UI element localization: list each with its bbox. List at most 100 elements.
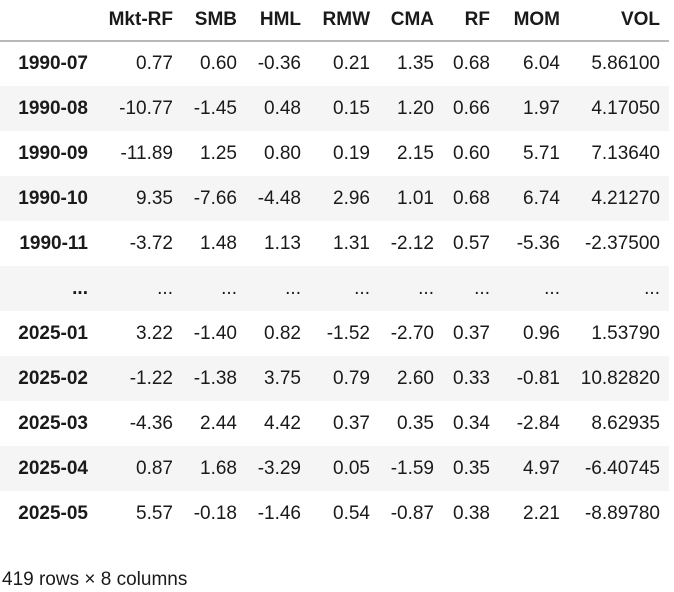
column-header: VOL (569, 0, 669, 42)
table-cell: 0.82 (264, 322, 301, 344)
table-cell: 0.77 (136, 53, 173, 74)
table-cell: -10.77 (119, 97, 173, 119)
table-cell: 0.57 (453, 232, 490, 254)
table-row: 1990-07 0.77 0.60 -0.36 0.21 1.35 0.68 6.04 5.86… (0, 41, 669, 86)
table-cell: 8.62935 (591, 412, 660, 434)
table-cell: 1.35 (397, 53, 434, 74)
table-cell: 1.97 (523, 97, 560, 119)
table-cell: -1.45 (193, 97, 237, 119)
table-cell: 5.71 (523, 142, 560, 164)
table-cell: -0.18 (193, 502, 237, 524)
row-index: 2025-03 (18, 412, 88, 434)
table-cell: 0.15 (333, 97, 370, 119)
table-cell: 1.31 (333, 232, 370, 254)
table-cell: 0.87 (136, 457, 173, 479)
table-cell: 7.13640 (591, 142, 660, 164)
column-header: RF (443, 0, 499, 42)
table-cell: -1.40 (193, 322, 237, 344)
table-cell: 0.21 (333, 53, 370, 74)
table-cell: 4.42 (264, 412, 301, 434)
table-cell: 1.48 (200, 232, 237, 254)
row-index: 2025-04 (18, 457, 88, 479)
table-cell: 6.74 (523, 187, 560, 209)
table-cell: 1.01 (397, 187, 434, 209)
table-cell: -2.37500 (584, 232, 660, 254)
table-cell: -0.81 (516, 367, 560, 389)
table-cell: -1.59 (390, 457, 434, 479)
row-index: 2025-01 (18, 322, 88, 344)
index-column-header (0, 0, 97, 42)
table-cell: -6.40745 (584, 457, 660, 479)
dataframe-header: Mkt-RF SMB HML RMW CMA RF MOM VOL (0, 0, 669, 42)
table-row: 2025-04 0.87 1.68 -3.29 0.05 -1.59 0.35 4.97 -6.… (0, 446, 669, 491)
row-index: 1990-08 (18, 97, 88, 119)
row-index: 1990-09 (18, 142, 88, 164)
table-cell: -1.38 (193, 367, 237, 389)
table-row: 1990-09 -11.89 1.25 0.80 0.19 2.15 0.60 5.71 7.1… (0, 131, 669, 176)
table-cell: -1.52 (326, 322, 370, 344)
table-row: 2025-03 -4.36 2.44 4.42 0.37 0.35 0.34 -2.84 8.6… (0, 401, 669, 446)
table-cell: -5.36 (516, 232, 560, 254)
table-cell: 0.80 (264, 142, 301, 164)
row-index: 1990-10 (18, 187, 88, 209)
table-cell: 1.13 (264, 232, 301, 254)
column-header: SMB (182, 0, 246, 42)
table-cell: ... (644, 277, 660, 299)
table-cell: 4.21270 (591, 187, 660, 209)
table-cell: -3.29 (257, 457, 301, 479)
column-header: HML (246, 0, 310, 42)
table-cell: -8.89780 (584, 502, 660, 524)
table-cell: -3.72 (129, 232, 173, 254)
table-row: 1990-08 -10.77 -1.45 0.48 0.15 1.20 0.66 1.97 4.… (0, 86, 669, 131)
table-row: ........................... (0, 266, 669, 311)
row-index: ... (72, 277, 88, 299)
table-cell: 1.25 (200, 142, 237, 164)
table-cell: 3.75 (264, 367, 301, 389)
table-cell: -2.12 (390, 232, 434, 254)
row-index: 2025-05 (18, 502, 88, 524)
table-cell: -0.87 (390, 502, 434, 524)
header-row: Mkt-RF SMB HML RMW CMA RF MOM VOL (0, 0, 669, 42)
dataframe-table: Mkt-RF SMB HML RMW CMA RF MOM VOL 1990-07 0.77 0.… (0, 0, 669, 536)
table-row: 2025-02 -1.22 -1.38 3.75 0.79 2.60 0.33 -0.81 10… (0, 356, 669, 401)
table-cell: ... (418, 277, 434, 299)
table-cell: ... (157, 277, 173, 299)
table-cell: 4.97 (523, 457, 560, 479)
table-cell: 1.20 (397, 97, 434, 119)
table-cell: 6.04 (523, 53, 560, 74)
table-cell: 0.60 (200, 53, 237, 74)
dataframe-shape-summary: 419 rows × 8 columns (2, 569, 188, 590)
table-cell: 0.48 (264, 97, 301, 119)
table-cell: 0.96 (523, 322, 560, 344)
table-cell: 4.17050 (591, 97, 660, 119)
table-cell: -7.66 (193, 187, 237, 209)
table-cell: 0.60 (453, 142, 490, 164)
table-cell: 3.22 (136, 322, 173, 344)
table-cell: 0.19 (333, 142, 370, 164)
table-cell: ... (474, 277, 490, 299)
table-cell: 0.79 (333, 367, 370, 389)
table-cell: 0.37 (453, 322, 490, 344)
dataframe-body: 1990-07 0.77 0.60 -0.36 0.21 1.35 0.68 6.04 5.86… (0, 41, 669, 536)
table-row: 2025-01 3.22 -1.40 0.82 -1.52 -2.70 0.37 0.96 1.… (0, 311, 669, 356)
table-row: 1990-10 9.35 -7.66 -4.48 2.96 1.01 0.68 6.74 4.2… (0, 176, 669, 221)
row-index: 1990-11 (19, 232, 88, 254)
table-cell: 0.54 (333, 502, 370, 524)
table-cell: 0.35 (453, 457, 490, 479)
table-cell: 0.33 (453, 367, 490, 389)
table-cell: -0.36 (257, 53, 301, 74)
table-cell: -2.70 (390, 322, 434, 344)
column-header: MOM (499, 0, 569, 42)
table-cell: ... (544, 277, 560, 299)
table-cell: -4.36 (129, 412, 173, 434)
table-cell: 0.34 (453, 412, 490, 434)
table-cell: 2.60 (397, 367, 434, 389)
table-cell: 5.86100 (591, 53, 660, 74)
table-cell: -1.22 (129, 367, 173, 389)
table-cell: -11.89 (120, 142, 173, 164)
table-cell: -1.46 (257, 502, 301, 524)
table-cell: -4.48 (257, 187, 301, 209)
row-index: 2025-02 (18, 367, 88, 389)
table-cell: ... (221, 277, 237, 299)
table-cell: 0.66 (453, 97, 490, 119)
